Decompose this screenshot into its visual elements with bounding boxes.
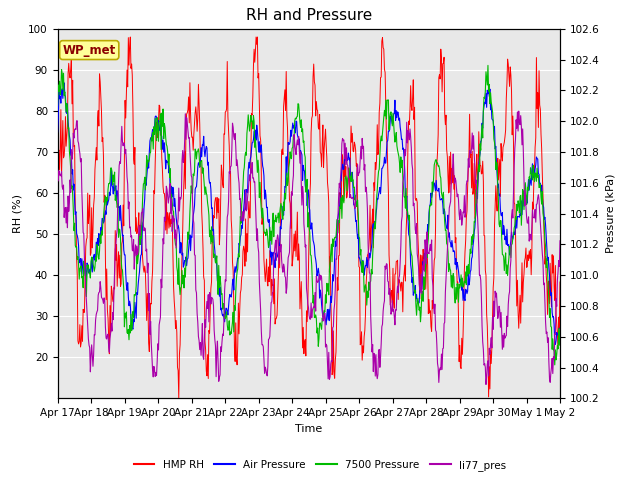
Y-axis label: Pressure (kPa): Pressure (kPa) bbox=[605, 174, 615, 253]
Title: RH and Pressure: RH and Pressure bbox=[246, 9, 372, 24]
X-axis label: Time: Time bbox=[295, 424, 323, 433]
Text: WP_met: WP_met bbox=[63, 44, 116, 57]
Y-axis label: RH (%): RH (%) bbox=[13, 194, 22, 233]
Legend: HMP RH, Air Pressure, 7500 Pressure, li77_pres: HMP RH, Air Pressure, 7500 Pressure, li7… bbox=[129, 456, 511, 475]
